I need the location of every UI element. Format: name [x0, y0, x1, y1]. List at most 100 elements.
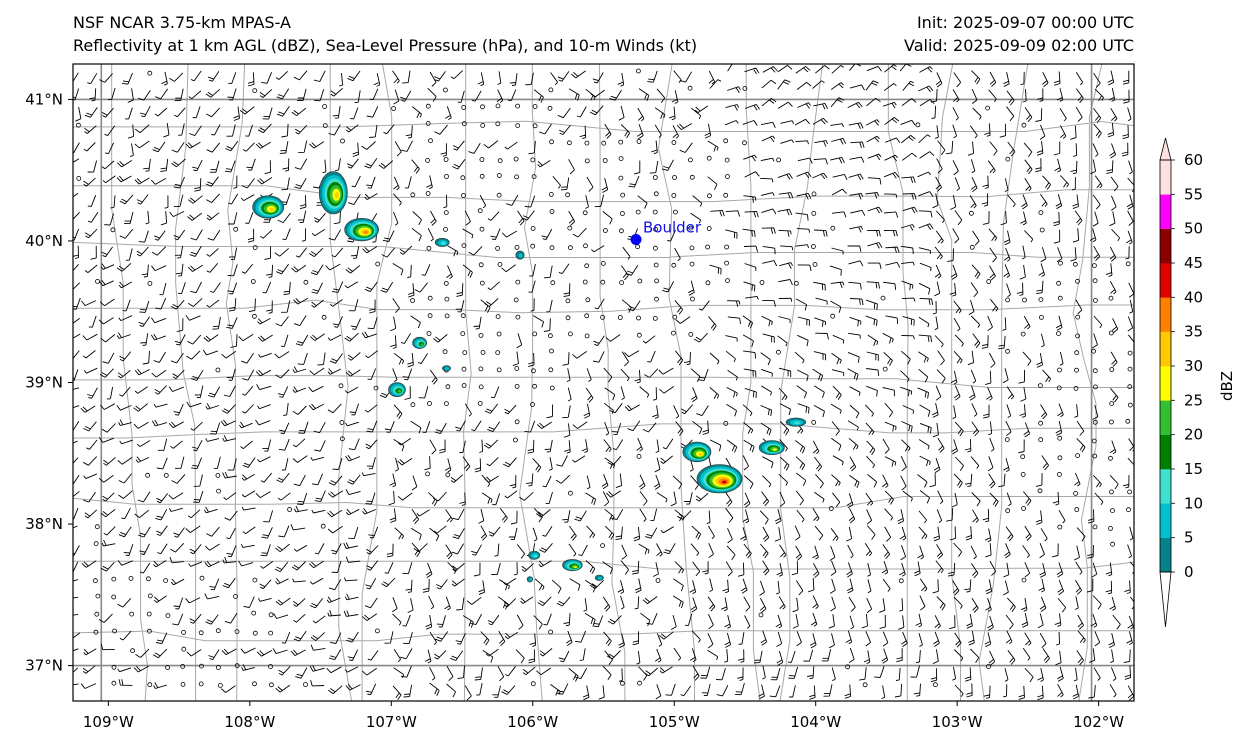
calm-wind-circle	[583, 243, 588, 249]
calm-wind-circle	[445, 384, 451, 390]
calm-wind-circle	[1038, 383, 1043, 389]
calm-wind-circle	[495, 314, 501, 320]
calm-wind-circle	[811, 419, 817, 425]
calm-wind-circle	[443, 280, 449, 286]
calm-wind-circle	[111, 594, 117, 600]
calm-wind-circle	[600, 314, 605, 320]
calm-wind-circle	[600, 543, 605, 548]
calm-wind-circle	[111, 576, 117, 582]
calm-wind-circle	[653, 245, 658, 251]
calm-wind-circle	[495, 350, 501, 356]
calm-wind-circle	[880, 295, 886, 301]
colorbar-segment	[1160, 503, 1171, 538]
calm-wind-circle	[673, 209, 678, 215]
calm-wind-circle	[655, 578, 661, 583]
calm-wind-circle	[252, 630, 258, 636]
calm-wind-circle	[1021, 505, 1026, 511]
county-lines	[73, 64, 1134, 701]
reflectivity-contour	[445, 367, 450, 371]
calm-wind-circle	[320, 523, 326, 529]
calm-wind-circle	[882, 366, 888, 372]
calm-wind-circle	[671, 193, 677, 198]
calm-wind-circle	[163, 472, 169, 478]
calm-wind-circle	[1038, 210, 1044, 216]
calm-wind-circle	[495, 121, 501, 127]
calm-wind-circle	[758, 612, 764, 618]
calm-wind-circle	[600, 279, 606, 285]
y-tick-label: 40°N	[25, 232, 63, 250]
calm-wind-circle	[1127, 402, 1133, 408]
calm-wind-circle	[410, 402, 416, 408]
calm-wind-circle	[1021, 122, 1027, 128]
calm-wind-circle	[671, 330, 676, 336]
y-tick-label: 38°N	[25, 515, 63, 533]
calm-wind-circle	[514, 419, 520, 425]
storm-cell	[594, 574, 604, 581]
calm-wind-circle	[1056, 280, 1061, 286]
calm-wind-circle	[252, 681, 257, 687]
calm-wind-circle	[1057, 435, 1063, 441]
calm-wind-circle	[636, 332, 642, 338]
calm-wind-circle	[636, 68, 641, 74]
calm-wind-circle	[163, 578, 169, 583]
calm-wind-circle	[215, 665, 221, 670]
calm-wind-circle	[180, 664, 186, 669]
calm-wind-circle	[705, 244, 710, 250]
calm-wind-circle	[620, 192, 626, 198]
storm-cell	[515, 250, 525, 260]
calm-wind-circle	[95, 278, 100, 284]
storm-cell	[412, 336, 427, 349]
calm-wind-circle	[776, 157, 781, 163]
calm-wind-circle	[707, 193, 712, 199]
calm-wind-circle	[442, 87, 448, 93]
calm-wind-circle	[1038, 297, 1044, 303]
calm-wind-circle	[95, 593, 101, 599]
y-axis-ticks: 41°N 40°N 39°N 38°N 37°N	[25, 90, 73, 675]
calm-wind-circle	[181, 630, 187, 635]
calm-wind-circle	[515, 314, 521, 320]
reflectivity-cells	[252, 171, 807, 583]
colorbar-tick-label: 60	[1184, 151, 1203, 169]
calm-wind-circle	[548, 333, 553, 339]
colorbar-tick-label: 50	[1184, 220, 1203, 238]
calm-wind-circle	[479, 280, 485, 286]
calm-wind-circle	[444, 296, 450, 302]
calm-wind-circle	[215, 628, 221, 634]
calm-wind-circle	[128, 576, 134, 581]
storm-cell	[526, 576, 534, 583]
calm-wind-circle	[268, 682, 274, 688]
calm-wind-circle	[496, 192, 502, 198]
calm-wind-circle	[477, 400, 483, 406]
x-tick-label: 105°W	[649, 713, 700, 731]
calm-wind-circle	[495, 245, 501, 251]
fields-title: Reflectivity at 1 km AGL (dBZ), Sea-Leve…	[73, 36, 698, 55]
calm-wind-circle	[548, 367, 554, 373]
colorbar-label: dBZ	[1218, 371, 1236, 401]
calm-wind-circle	[428, 138, 433, 144]
calm-wind-circle	[637, 680, 642, 686]
reflectivity-contour	[533, 554, 538, 558]
calm-wind-circle	[165, 613, 171, 618]
calm-wind-circle	[1021, 577, 1027, 583]
calm-wind-circle	[1074, 507, 1080, 512]
calm-wind-circle	[725, 278, 730, 284]
calm-wind-circle	[443, 210, 449, 216]
valid-time: Valid: 2025-09-09 02:00 UTC	[903, 36, 1134, 55]
calm-wind-circle	[1057, 455, 1063, 461]
calm-wind-circle	[1005, 297, 1010, 303]
calm-wind-circle	[620, 680, 625, 686]
calm-wind-circle	[617, 315, 623, 320]
calm-wind-circle	[250, 279, 256, 284]
calm-wind-circle	[480, 104, 485, 110]
colorbar-tick-label: 55	[1184, 185, 1203, 203]
calm-wind-circle	[93, 541, 99, 546]
x-tick-label: 106°W	[507, 713, 558, 731]
state-boundaries	[73, 64, 1134, 701]
calm-wind-circle	[794, 280, 799, 286]
reflectivity-contour	[721, 480, 727, 484]
calm-wind-circle	[147, 280, 153, 286]
calm-wind-circle	[811, 191, 817, 197]
calm-wind-circle	[1125, 261, 1131, 267]
calm-wind-circle	[425, 121, 431, 126]
calm-wind-circle	[461, 105, 467, 110]
